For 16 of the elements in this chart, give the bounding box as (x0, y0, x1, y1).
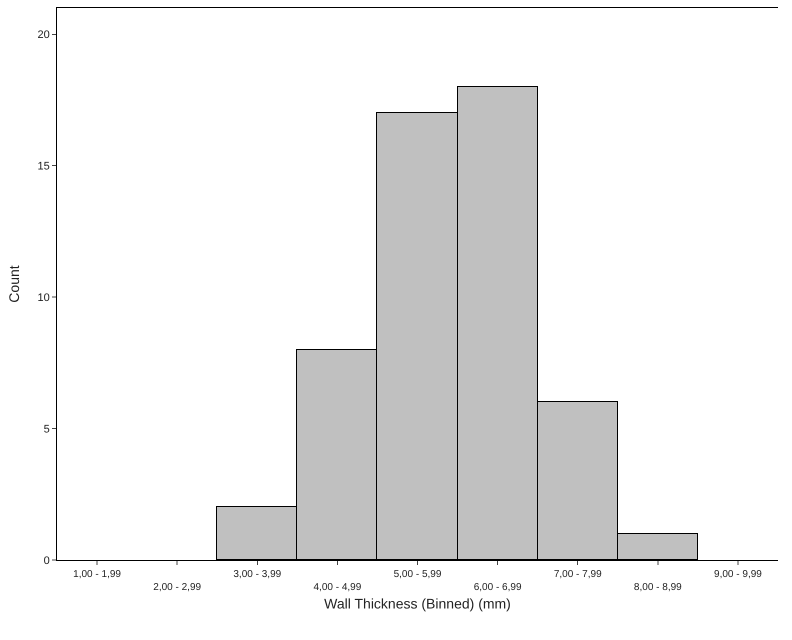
y-axis-title: Count (6, 265, 22, 303)
y-tick-label: 5 (44, 423, 50, 436)
x-axis-title: Wall Thickness (Binned) (mm) (324, 595, 511, 612)
x-tick-label: 6,00 - 6,99 (474, 582, 522, 593)
x-tick-label: 4,00 - 4,99 (313, 582, 362, 593)
x-tick-label: 1,00 - 1,99 (73, 569, 122, 580)
y-tick-label: 10 (38, 292, 50, 304)
x-tick-label: 7,00 - 7,99 (554, 569, 602, 580)
x-tick-label: 2,00 - 2,99 (153, 582, 202, 593)
y-tick-label: 20 (38, 29, 50, 42)
x-tick-label: 5,00 - 5,99 (394, 569, 442, 580)
y-tick-label: 15 (38, 160, 50, 173)
y-tick-label: 0 (44, 554, 50, 567)
x-tick-label: 8,00 - 8,99 (634, 582, 682, 593)
x-tick-label: 9,00 - 9,99 (714, 569, 762, 580)
x-tick-label: 3,00 - 3,99 (233, 569, 282, 580)
